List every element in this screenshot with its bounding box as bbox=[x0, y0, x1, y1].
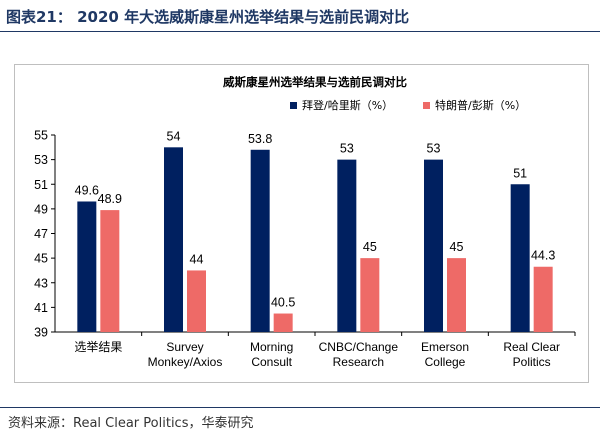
category-label-1-0: Survey bbox=[166, 340, 203, 354]
bar-s0-c3 bbox=[337, 159, 357, 332]
chart-frame: 威斯康星州选举结果与选前民调对比 拜登/哈里斯（%） 特朗普/彭斯（%） 39 41… bbox=[14, 64, 589, 383]
source-note: 资料来源：Real Clear Politics，华泰研究 bbox=[8, 416, 254, 431]
category-label-2-0: Morning bbox=[250, 340, 293, 354]
bar-chart: 威斯康星州选举结果与选前民调对比 拜登/哈里斯（%） 特朗普/彭斯（%） 39 41… bbox=[34, 75, 576, 369]
y-tick-label-6: 51 bbox=[34, 178, 48, 192]
bars bbox=[77, 147, 576, 336]
bar-s0-c2 bbox=[250, 149, 270, 332]
top-rule bbox=[0, 31, 600, 32]
bottom-rule bbox=[0, 407, 600, 408]
data-label-s1-c5: 44.3 bbox=[531, 249, 555, 263]
figure-title: 图表21： 2020 年大选威斯康星州选举结果与选前民调对比 bbox=[6, 8, 410, 26]
data-label-s0-c4: 53 bbox=[427, 142, 441, 156]
bar-s1-c1 bbox=[187, 270, 206, 332]
data-label-s0-c3: 53 bbox=[340, 142, 354, 156]
category-label-1-1: Monkey/Axios bbox=[148, 355, 223, 369]
category-label-3-1: Research bbox=[333, 355, 384, 369]
data-label-s1-c1: 44 bbox=[190, 252, 204, 266]
y-tick-label-7: 53 bbox=[34, 153, 48, 167]
category-label-4-1: College bbox=[425, 355, 466, 369]
bar-s1-c5 bbox=[533, 266, 553, 332]
category-label-0-0: 选举结果 bbox=[74, 340, 122, 354]
legend-swatch-0 bbox=[290, 102, 297, 109]
bar-s0-c0 bbox=[77, 201, 97, 332]
data-label-s0-c5: 51 bbox=[513, 166, 527, 180]
data-label-s1-c3: 45 bbox=[363, 240, 377, 254]
data-label-s1-c2: 40.5 bbox=[271, 296, 295, 310]
category-label-5-0: Real Clear bbox=[503, 340, 560, 354]
data-label-s0-c1: 54 bbox=[167, 129, 181, 143]
bar-s1-c4 bbox=[447, 258, 466, 332]
y-tick-label-0: 39 bbox=[34, 326, 48, 340]
chart-title: 威斯康星州选举结果与选前民调对比 bbox=[223, 75, 407, 89]
category-label-2-1: Consult bbox=[251, 355, 292, 369]
y-tick-label-3: 45 bbox=[34, 252, 48, 266]
legend-label-0: 拜登/哈里斯（%） bbox=[302, 98, 393, 112]
legend-swatch-1 bbox=[423, 102, 430, 109]
bar-s0-c1 bbox=[164, 147, 183, 332]
y-tick-label-4: 47 bbox=[34, 227, 48, 241]
data-labels: 49.648.9 54 44 53.8 40.5 53 45 53 45 51 44.3 bbox=[75, 129, 556, 309]
category-label-5-1: Politics bbox=[513, 355, 551, 369]
category-label-4-0: Emerson bbox=[421, 340, 469, 354]
category-label-3-0: CNBC/Change bbox=[319, 340, 399, 354]
bar-s0-c4 bbox=[424, 159, 443, 332]
bar-s1-c2 bbox=[273, 313, 293, 332]
y-tick-label-5: 49 bbox=[34, 202, 48, 216]
y-tick-label-2: 43 bbox=[34, 276, 48, 290]
y-tick-label-8: 55 bbox=[34, 129, 48, 143]
legend: 拜登/哈里斯（%） 特朗普/彭斯（%） bbox=[290, 98, 526, 112]
bar-s0-c5 bbox=[510, 184, 530, 332]
bar-s1-c0 bbox=[100, 210, 120, 332]
y-tick-label-1: 41 bbox=[34, 301, 48, 315]
legend-label-1: 特朗普/彭斯（%） bbox=[435, 98, 526, 112]
data-label-s1-c4: 45 bbox=[450, 240, 464, 254]
data-label-s1-c0: 48.9 bbox=[98, 192, 122, 206]
bar-s1-c3 bbox=[360, 258, 380, 332]
data-label-s0-c0: 49.6 bbox=[75, 183, 99, 197]
data-label-s0-c2: 53.8 bbox=[248, 132, 272, 146]
